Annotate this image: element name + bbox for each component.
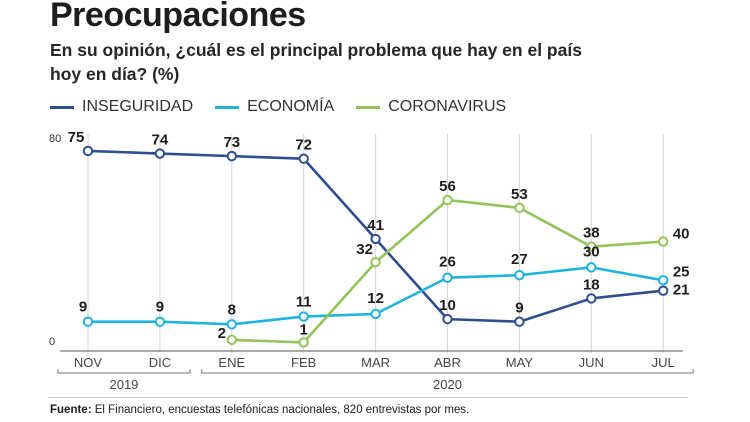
year-label: 2020: [433, 377, 462, 392]
year-bracket: [201, 369, 694, 374]
legend-label-economia: ECONOMÍA: [247, 98, 335, 115]
data-point-coronavirus: [226, 334, 238, 346]
data-point-inseguridad: [586, 293, 597, 304]
x-tick-label: JUN: [579, 355, 604, 370]
line-chart: 0 80 NOV DIC ENE FEB MAR ABR MAY JUN JUL 2019 2020 75…: [49, 129, 694, 392]
data-label-coronavirus: 2: [218, 325, 226, 342]
data-point-economia: [658, 275, 669, 286]
data-point-economia: [226, 319, 238, 330]
data-point-economia: [82, 316, 94, 327]
data-point-economia: [514, 269, 525, 281]
data-label-economia: 11: [296, 294, 312, 311]
data-label-economia: 12: [367, 290, 384, 307]
source-text: El Financiero, encuestas telefónicas nac…: [94, 404, 470, 416]
legend-label-inseguridad: INSEGURIDAD: [82, 98, 194, 115]
data-label-economia: 8: [228, 301, 236, 318]
data-label-inseguridad: 10: [439, 297, 456, 314]
chart-legend: INSEGURIDAD ECONOMÍA CORONAVIRUS: [50, 98, 528, 116]
data-point-inseguridad: [370, 233, 381, 245]
data-label-inseguridad: 74: [152, 132, 169, 149]
data-label-economia: 26: [439, 254, 456, 271]
data-point-inseguridad: [82, 145, 94, 157]
source-note: Fuente: El Financiero, encuestas telefón…: [50, 404, 469, 416]
data-point-economia: [154, 316, 166, 327]
legend-label-coronavirus: CORONAVIRUS: [388, 98, 507, 115]
data-point-inseguridad: [298, 153, 309, 164]
data-label-economia: 30: [583, 243, 600, 260]
data-label-inseguridad: 9: [515, 300, 523, 317]
footer-divider: [48, 397, 688, 398]
data-point-coronavirus: [514, 202, 525, 214]
data-point-inseguridad: [514, 316, 525, 327]
chart-subtitle: En su opinión, ¿cuál es el principal pro…: [50, 40, 582, 84]
data-label-inseguridad: 41: [367, 217, 384, 234]
page-title: Preocupaciones: [50, 0, 306, 34]
data-point-coronavirus: [586, 241, 597, 252]
legend-swatch-coronavirus: [356, 105, 381, 109]
data-label-inseguridad: 72: [295, 137, 312, 154]
data-label-inseguridad: 18: [583, 276, 600, 293]
data-label-economia: 9: [156, 299, 164, 316]
x-tick-label: MAY: [506, 355, 534, 370]
data-label-inseguridad: 73: [223, 134, 240, 151]
data-point-inseguridad: [442, 313, 453, 325]
data-point-inseguridad: [154, 148, 166, 159]
data-label-coronavirus: 1: [300, 321, 308, 338]
data-label-economia: 9: [79, 299, 87, 316]
legend-item-inseguridad: INSEGURIDAD: [50, 98, 193, 116]
x-tick-label: ABR: [434, 355, 461, 370]
y-tick-label: 0: [49, 336, 55, 348]
data-label-economia: 27: [511, 251, 528, 268]
legend-item-economia: ECONOMÍA: [215, 98, 334, 116]
source-label: Fuente:: [50, 404, 92, 416]
data-label-inseguridad: 75: [68, 129, 85, 146]
data-label-coronavirus: 56: [439, 178, 456, 195]
chart-area: 0 80 NOV DIC ENE FEB MAR ABR MAY JUN JUL 2019 2020 75…: [49, 129, 694, 392]
data-point-coronavirus: [370, 257, 381, 268]
data-point-economia: [370, 308, 381, 320]
data-point-economia: [442, 272, 453, 283]
data-point-economia: [298, 311, 309, 322]
legend-swatch-inseguridad: [50, 105, 74, 109]
data-point-inseguridad: [658, 285, 669, 296]
data-label-coronavirus: 40: [673, 226, 690, 243]
y-tick-label: 80: [49, 133, 61, 145]
data-point-inseguridad: [226, 150, 238, 162]
data-point-economia: [586, 262, 597, 273]
data-label-coronavirus: 32: [356, 241, 373, 258]
x-tick-label: FEB: [291, 355, 316, 370]
data-label-coronavirus: 53: [511, 186, 528, 203]
x-tick-label: NOV: [74, 355, 103, 370]
data-point-coronavirus: [442, 194, 453, 206]
x-tick-label: ENE: [218, 355, 245, 370]
legend-swatch-economia: [215, 105, 240, 109]
x-tick-label: DIC: [149, 355, 171, 370]
data-point-coronavirus: [658, 236, 669, 247]
data-label-inseguridad: 21: [673, 282, 690, 299]
data-label-coronavirus: 38: [583, 225, 600, 242]
x-tick-label: MAR: [361, 355, 390, 370]
legend-item-coronavirus: CORONAVIRUS: [356, 98, 506, 116]
x-tick-label: JUL: [652, 355, 675, 370]
year-label: 2019: [109, 377, 138, 392]
data-point-coronavirus: [298, 337, 309, 348]
year-bracket: [57, 369, 191, 374]
data-label-economia: 25: [673, 263, 690, 280]
